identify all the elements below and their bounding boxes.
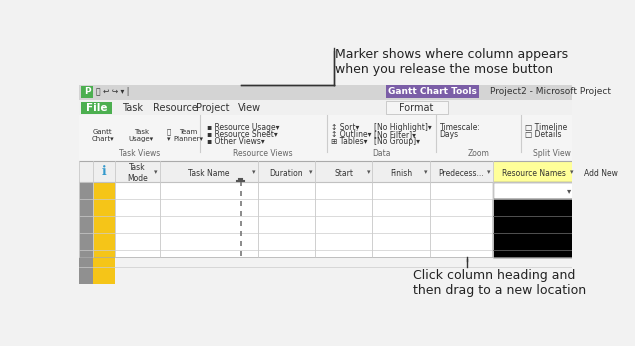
- Bar: [493, 161, 575, 182]
- Text: ↕ Sort▾: ↕ Sort▾: [331, 123, 359, 132]
- Text: [No Filter]▾: [No Filter]▾: [374, 130, 416, 139]
- Text: Split View: Split View: [533, 149, 571, 158]
- Text: □ Details: □ Details: [525, 130, 561, 139]
- Text: [No Group]▾: [No Group]▾: [374, 137, 420, 146]
- Text: Gantt
Chart▾: Gantt Chart▾: [91, 128, 114, 142]
- Bar: [93, 199, 115, 216]
- Text: Project: Project: [196, 103, 229, 113]
- Text: Marker shows where column appears
when you release the mose button: Marker shows where column appears when y…: [335, 48, 568, 76]
- Text: Add New: Add New: [584, 169, 618, 178]
- Text: Days: Days: [440, 130, 459, 139]
- Text: Finish: Finish: [390, 169, 412, 178]
- Text: Predecess...: Predecess...: [439, 169, 485, 178]
- Bar: [93, 182, 115, 199]
- Bar: [93, 233, 115, 250]
- Text: Resource Names: Resource Names: [502, 169, 566, 178]
- Bar: [385, 101, 448, 114]
- Text: Timescale:: Timescale:: [440, 123, 481, 132]
- Bar: [79, 233, 93, 250]
- Text: ▪ Resource Usage▾: ▪ Resource Usage▾: [207, 123, 280, 132]
- Text: Task Name: Task Name: [188, 169, 229, 178]
- Bar: [493, 199, 575, 257]
- Text: ▾: ▾: [570, 169, 573, 175]
- Bar: [79, 216, 93, 233]
- Text: Task
Mode: Task Mode: [127, 164, 148, 183]
- Bar: [93, 216, 115, 233]
- Text: View: View: [238, 103, 262, 113]
- Text: Start: Start: [334, 169, 353, 178]
- Text: Project2 - Microsoft Project: Project2 - Microsoft Project: [490, 87, 611, 96]
- Text: ▾: ▾: [488, 169, 491, 175]
- Text: Data: Data: [372, 149, 391, 158]
- Bar: [493, 182, 575, 199]
- Text: ⬛
▾: ⬛ ▾: [166, 128, 171, 142]
- Bar: [79, 161, 572, 257]
- Text: ▾: ▾: [366, 169, 370, 175]
- Bar: [385, 85, 479, 99]
- Bar: [79, 182, 93, 199]
- Text: Resource Views: Resource Views: [233, 149, 293, 158]
- Text: Format: Format: [399, 103, 434, 113]
- Text: ↕ Outline▾: ↕ Outline▾: [331, 130, 371, 139]
- Text: ⊞ Tables▾: ⊞ Tables▾: [331, 137, 368, 146]
- Bar: [81, 86, 93, 98]
- Bar: [79, 85, 572, 100]
- Text: ℹ: ℹ: [102, 165, 107, 178]
- Text: Zoom: Zoom: [467, 149, 490, 158]
- Text: Click column heading and
then drag to a new location: Click column heading and then drag to a …: [413, 269, 585, 297]
- Bar: [79, 100, 572, 116]
- Text: ▾: ▾: [309, 169, 312, 175]
- Text: Resource: Resource: [153, 103, 198, 113]
- Text: Task: Task: [122, 103, 143, 113]
- Bar: [79, 116, 572, 161]
- Text: ▾: ▾: [566, 186, 571, 195]
- Text: Gantt Chart Tools: Gantt Chart Tools: [387, 87, 476, 96]
- Bar: [79, 267, 93, 284]
- Text: Task
Usage▾: Task Usage▾: [129, 128, 154, 142]
- Bar: [79, 250, 93, 267]
- Bar: [79, 161, 572, 182]
- Text: 💾 ↩ ↪ ▾ |: 💾 ↩ ↪ ▾ |: [97, 87, 130, 96]
- Text: ▾: ▾: [154, 169, 157, 175]
- Text: ▪ Other Views▾: ▪ Other Views▾: [207, 137, 265, 146]
- Text: [No Highlight]▾: [No Highlight]▾: [374, 123, 432, 132]
- Text: Task Views: Task Views: [119, 149, 161, 158]
- Text: Duration: Duration: [269, 169, 303, 178]
- Bar: [81, 102, 112, 114]
- Text: File: File: [86, 103, 107, 113]
- Text: □ Timeline: □ Timeline: [525, 123, 567, 132]
- Text: Team
Planner▾: Team Planner▾: [173, 128, 203, 142]
- Bar: [93, 250, 115, 267]
- Bar: [93, 267, 115, 284]
- Text: P: P: [84, 87, 90, 96]
- Text: ▪ Resource Sheet▾: ▪ Resource Sheet▾: [207, 130, 278, 139]
- Text: ▾: ▾: [424, 169, 427, 175]
- Bar: [79, 199, 93, 216]
- Text: ▾: ▾: [252, 169, 255, 175]
